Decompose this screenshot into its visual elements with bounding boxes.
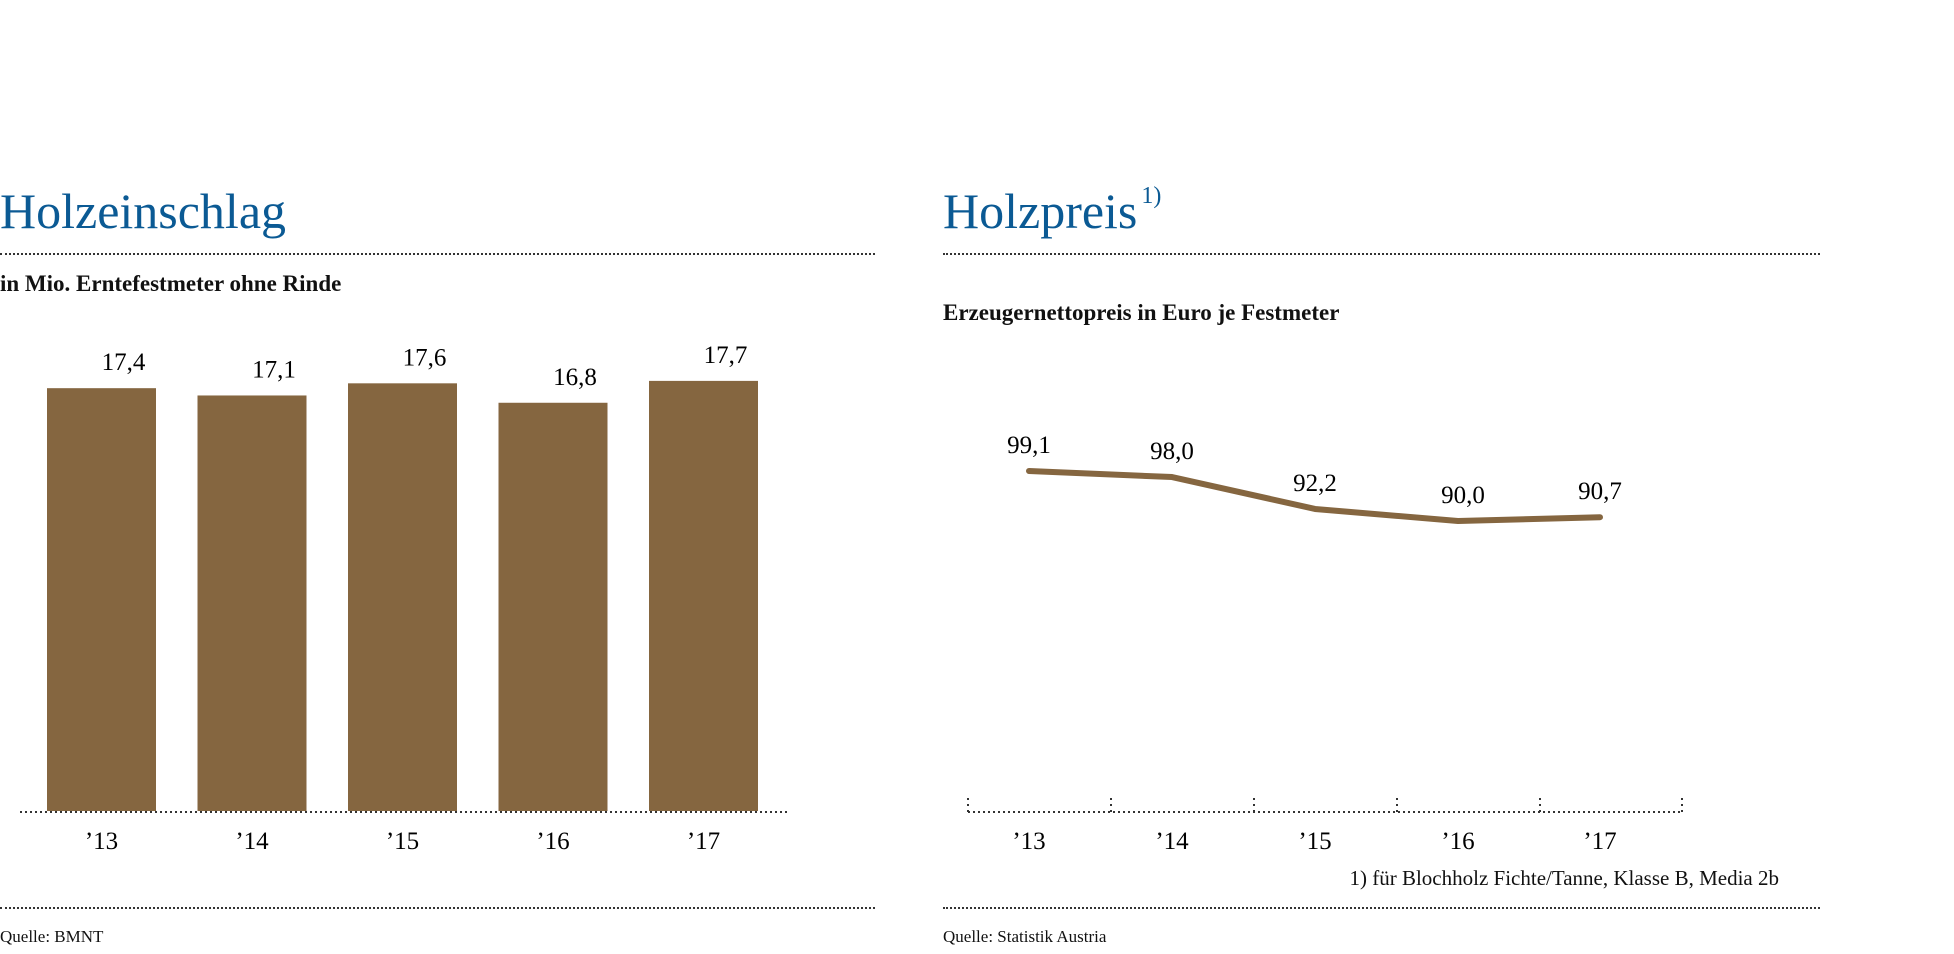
line-chart-title-text: Holzpreis [943,183,1138,239]
data-label: 90,7 [1578,478,1622,505]
title-divider [0,253,875,255]
bar [649,380,758,811]
footnote-marker: 1) [1141,183,1162,209]
footnote: 1) für Blochholz Fichte/Tanne, Klasse B,… [1349,866,1779,890]
bar-chart-subtitle: in Mio. Erntefestmeter ohne Rinde [0,271,342,296]
bar-chart-title: Holzeinschlag [0,183,287,239]
bar-chart-source: Quelle: BMNT [0,927,104,946]
line-chart-title: Holzpreis 1) [943,183,1162,239]
data-label: 98,0 [1150,438,1194,465]
data-label: 17,4 [102,349,146,376]
bar-chart: 17,4 ’13 17,1 ’14 17,6 ’15 16,8 ’16 17,7 ’17 [20,342,788,855]
data-label: 17,7 [704,342,748,369]
bar [498,402,608,811]
price-line [1026,468,1603,525]
data-label: 17,1 [252,356,296,383]
bar [47,388,156,811]
x-tick-label: ’13 [1012,828,1045,855]
x-tick-label: ’17 [687,828,720,855]
data-label: 16,8 [553,364,597,391]
data-label: 92,2 [1293,470,1337,497]
x-tick-label: ’14 [235,828,269,855]
data-label: 99,1 [1007,432,1051,459]
x-tick-label: ’14 [1155,828,1189,855]
bar [348,383,457,811]
title-divider [943,253,1820,255]
x-tick-label: ’16 [1441,828,1474,855]
data-label: 17,6 [403,344,447,371]
x-tick-label: ’13 [85,828,118,855]
x-tick-label: ’15 [386,828,419,855]
bar [197,395,307,811]
data-label: 90,0 [1441,482,1485,509]
line-chart-source: Quelle: Statistik Austria [943,927,1107,946]
bottom-divider [0,907,875,909]
x-tick-label: ’17 [1583,828,1616,855]
bottom-divider [943,907,1820,909]
x-tick-label: ’16 [536,828,569,855]
x-tick-label: ’15 [1298,828,1331,855]
line-chart: 99,1 ’13 98,0 ’14 92,2 ’15 90,0 ’16 90,7 ’17 [967,432,1683,855]
line-chart-subtitle: Erzeugernettopreis in Euro je Festmeter [943,300,1340,325]
